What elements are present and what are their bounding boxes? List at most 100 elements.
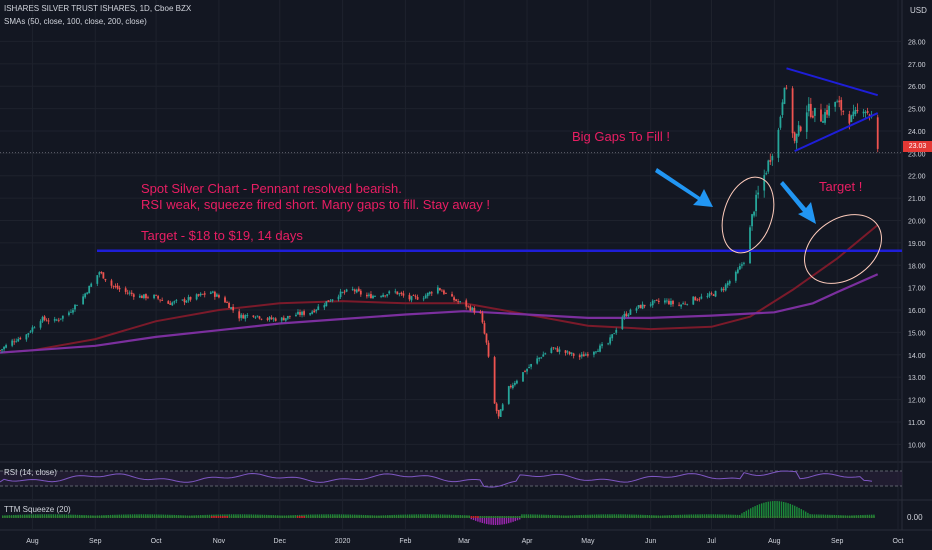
candle-body (112, 285, 115, 287)
squeeze-bar (587, 514, 589, 517)
squeeze-dot (873, 516, 875, 518)
squeeze-dot (387, 516, 389, 518)
squeeze-bar (640, 514, 642, 517)
candle-body (370, 294, 372, 299)
candle-body (157, 296, 160, 299)
note-line-3: Target - $18 to $19, 14 days (141, 228, 303, 243)
squeeze-bar (301, 514, 303, 517)
candle-body (323, 305, 326, 308)
squeeze-bar (598, 514, 600, 517)
candle-body (538, 357, 541, 359)
candle-body (767, 160, 770, 172)
squeeze-dot (189, 516, 191, 518)
squeeze-bar (415, 514, 417, 517)
candle-body (284, 318, 287, 321)
candle-body (384, 295, 387, 297)
squeeze-dot (76, 516, 79, 518)
squeeze-dot (180, 516, 182, 518)
squeeze-dot (503, 516, 506, 518)
squeeze-bar (807, 512, 809, 517)
squeeze-bar (626, 514, 629, 517)
squeeze-dot (228, 516, 231, 518)
candle-body (566, 351, 569, 353)
squeeze-dot (61, 516, 63, 518)
candle-body (876, 117, 879, 149)
squeeze-bar (61, 514, 63, 517)
squeeze-dot (516, 516, 519, 518)
candle-body (386, 294, 389, 296)
candle-body (213, 291, 216, 297)
candle-body (242, 315, 245, 319)
squeeze-bar (747, 509, 750, 517)
last-price-tag: 23.03 (903, 141, 932, 152)
squeeze-dot (534, 516, 536, 518)
candle-body (343, 291, 346, 293)
candle-body (197, 294, 200, 296)
squeeze-dot (213, 516, 215, 518)
squeeze-bar (545, 514, 547, 517)
squeeze-bar (323, 514, 325, 517)
squeeze-bar (426, 514, 428, 517)
candle-body (161, 300, 164, 302)
squeeze-bar (356, 514, 358, 517)
squeeze-bar (59, 514, 61, 517)
squeeze-bar (736, 514, 739, 517)
squeeze-bar (54, 514, 57, 517)
squeeze-dot (798, 516, 800, 518)
candle-body (303, 311, 305, 315)
squeeze-dot (723, 516, 726, 518)
squeeze-dot (439, 516, 442, 518)
candle-body (372, 295, 374, 299)
y-tick-label: 22.00 (908, 174, 926, 181)
candle-body (13, 341, 16, 343)
squeeze-bar (675, 514, 677, 517)
candle-body (17, 338, 20, 342)
candle-body (540, 357, 543, 359)
squeeze-dot (499, 516, 501, 518)
squeeze-dot (789, 516, 792, 518)
candle-body (483, 323, 486, 334)
squeeze-bar (400, 514, 402, 517)
squeeze-dot (585, 516, 587, 518)
candle-body (274, 318, 277, 321)
squeeze-bar (391, 514, 393, 517)
squeeze-bar (552, 514, 554, 517)
candle-body (459, 301, 462, 303)
squeeze-dot (574, 516, 576, 518)
squeeze-dot (145, 516, 147, 518)
squeeze-dot (492, 516, 495, 518)
squeeze-bar (37, 514, 39, 517)
squeeze-bar (802, 510, 805, 517)
squeeze-dot (593, 516, 596, 518)
candle-body (453, 297, 455, 301)
squeeze-bar (19, 514, 21, 517)
candle-body (102, 272, 105, 279)
squeeze-dot (690, 516, 693, 518)
candle-body (185, 300, 188, 303)
squeeze-bar (134, 514, 136, 517)
y-tick-label: 23.00 (908, 151, 926, 158)
squeeze-dot (378, 516, 380, 518)
candle-body (536, 358, 539, 364)
candle-body (258, 316, 261, 319)
x-tick-label: Mar (458, 538, 471, 545)
squeeze-dot (241, 516, 244, 518)
squeeze-dot (787, 516, 789, 518)
y-tick-label: 20.00 (908, 218, 926, 225)
squeeze-bar (824, 514, 827, 517)
candle-body (852, 111, 855, 117)
squeeze-dot (63, 516, 66, 518)
squeeze-bar (239, 514, 241, 517)
squeeze-bar (164, 514, 167, 517)
candle-body (850, 115, 853, 123)
squeeze-dot (310, 516, 312, 518)
sma-legend: SMAs (50, close, 100, close, 200, close) (4, 17, 147, 26)
squeeze-dot (699, 516, 701, 518)
squeeze-dot (19, 516, 22, 518)
squeeze-bar (41, 514, 43, 517)
squeeze-bar (338, 514, 340, 517)
squeeze-dot (862, 516, 864, 518)
candle-body (797, 125, 800, 136)
squeeze-dot (521, 516, 523, 518)
